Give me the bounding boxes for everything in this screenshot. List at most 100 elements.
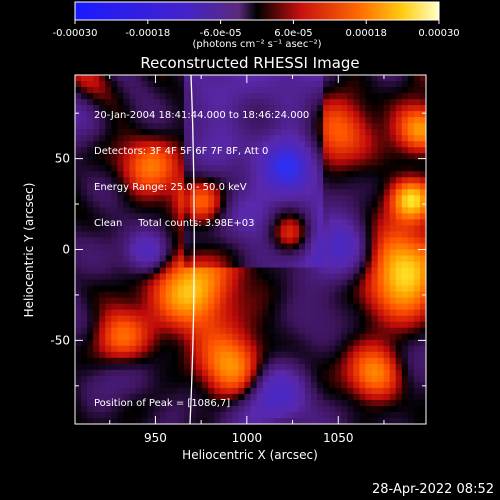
- heatmap-cell: [395, 411, 403, 419]
- heatmap-cell: [323, 357, 330, 365]
- heatmap-cell: [304, 201, 312, 208]
- heatmap-cell: [335, 231, 342, 238]
- heatmap-cell: [407, 75, 415, 82]
- heatmap-cell: [153, 159, 161, 166]
- heatmap-cell: [395, 195, 403, 202]
- heatmap-cell: [377, 105, 385, 112]
- heatmap-cell: [226, 363, 233, 371]
- heatmap-cell: [208, 417, 215, 424]
- heatmap-cell: [93, 147, 100, 154]
- heatmap-cell: [298, 411, 306, 419]
- heatmap-cell: [286, 165, 294, 172]
- heatmap-cell: [311, 81, 318, 88]
- heatmap-cell: [256, 345, 263, 353]
- heatmap-cell: [377, 279, 385, 287]
- heatmap-cell: [317, 345, 324, 353]
- heatmap-cell: [81, 267, 88, 274]
- heatmap-cell: [371, 231, 378, 238]
- heatmap-cell: [153, 165, 161, 172]
- heatmap-cell: [389, 381, 397, 389]
- annotation-block: 20-Jan-2004 18:41:44.000 to 18:46:24.000…: [94, 86, 309, 242]
- heatmap-cell: [105, 315, 112, 323]
- heatmap-cell: [81, 93, 88, 100]
- heatmap-cell: [183, 315, 191, 323]
- heatmap-cell: [177, 279, 185, 287]
- heatmap-cell: [298, 393, 306, 401]
- heatmap-cell: [238, 117, 245, 124]
- heatmap-cell: [329, 75, 336, 82]
- heatmap-cell: [165, 345, 173, 353]
- heatmap-cell: [171, 189, 179, 196]
- heatmap-cell: [383, 81, 391, 88]
- heatmap-cell: [226, 141, 233, 148]
- heatmap-cell: [419, 75, 426, 82]
- heatmap-cell: [280, 87, 288, 94]
- heatmap-cell: [171, 201, 179, 208]
- heatmap-cell: [123, 315, 130, 323]
- heatmap-cell: [262, 105, 270, 112]
- heatmap-cell: [196, 213, 203, 220]
- heatmap-cell: [244, 219, 251, 226]
- heatmap-cell: [135, 339, 142, 347]
- heatmap-cell: [359, 189, 366, 196]
- heatmap-cell: [304, 183, 312, 190]
- heatmap-cell: [341, 183, 348, 190]
- heatmap-cell: [413, 75, 421, 82]
- heatmap-cell: [117, 141, 124, 148]
- heatmap-cell: [407, 261, 415, 268]
- heatmap-cell: [159, 273, 167, 280]
- heatmap-cell: [389, 117, 397, 124]
- heatmap-cell: [371, 303, 378, 311]
- heatmap-cell: [129, 369, 136, 377]
- heatmap-cell: [256, 261, 263, 268]
- heatmap-cell: [165, 375, 173, 383]
- heatmap-cell: [165, 153, 173, 160]
- heatmap-cell: [141, 375, 149, 383]
- heatmap-cell: [250, 123, 257, 130]
- heatmap-cell: [177, 333, 185, 341]
- heatmap-cell: [329, 159, 336, 166]
- heatmap-cell: [226, 393, 233, 401]
- heatmap-cell: [238, 225, 245, 232]
- heatmap-cell: [280, 207, 288, 214]
- heatmap-cell: [244, 237, 251, 244]
- heatmap-cell: [389, 369, 397, 377]
- heatmap-cell: [220, 117, 227, 124]
- heatmap-cell: [135, 321, 142, 329]
- heatmap-cell: [335, 87, 342, 94]
- heatmap-cell: [141, 195, 149, 202]
- heatmap-cell: [171, 321, 179, 329]
- heatmap-cell: [292, 201, 300, 208]
- heatmap-cell: [262, 291, 270, 299]
- heatmap-cell: [329, 375, 336, 383]
- heatmap-cell: [347, 81, 354, 88]
- heatmap-cell: [262, 309, 270, 317]
- heatmap-cell: [353, 303, 360, 311]
- heatmap-cell: [232, 393, 239, 401]
- heatmap-cell: [383, 267, 391, 274]
- heatmap-cell: [183, 87, 191, 94]
- heatmap-cell: [419, 99, 426, 106]
- heatmap-cell: [365, 243, 372, 250]
- heatmap-cell: [371, 81, 378, 88]
- heatmap-cell: [407, 273, 415, 280]
- heatmap-cell: [117, 387, 124, 395]
- heatmap-cell: [183, 231, 191, 238]
- heatmap-cell: [81, 351, 88, 359]
- heatmap-cell: [347, 219, 354, 226]
- heatmap-cell: [226, 81, 233, 88]
- heatmap-cell: [189, 75, 197, 82]
- heatmap-cell: [165, 411, 173, 419]
- heatmap-cell: [280, 129, 288, 136]
- heatmap-cell: [153, 75, 161, 82]
- heatmap-cell: [304, 123, 312, 130]
- heatmap-cell: [171, 237, 179, 244]
- heatmap-cell: [153, 123, 161, 130]
- heatmap-cell: [171, 309, 179, 317]
- heatmap-cell: [347, 189, 354, 196]
- heatmap-cell: [165, 189, 173, 196]
- heatmap-cell: [371, 381, 378, 389]
- heatmap-cell: [311, 327, 318, 335]
- heatmap-cell: [407, 171, 415, 178]
- heatmap-cell: [413, 393, 421, 401]
